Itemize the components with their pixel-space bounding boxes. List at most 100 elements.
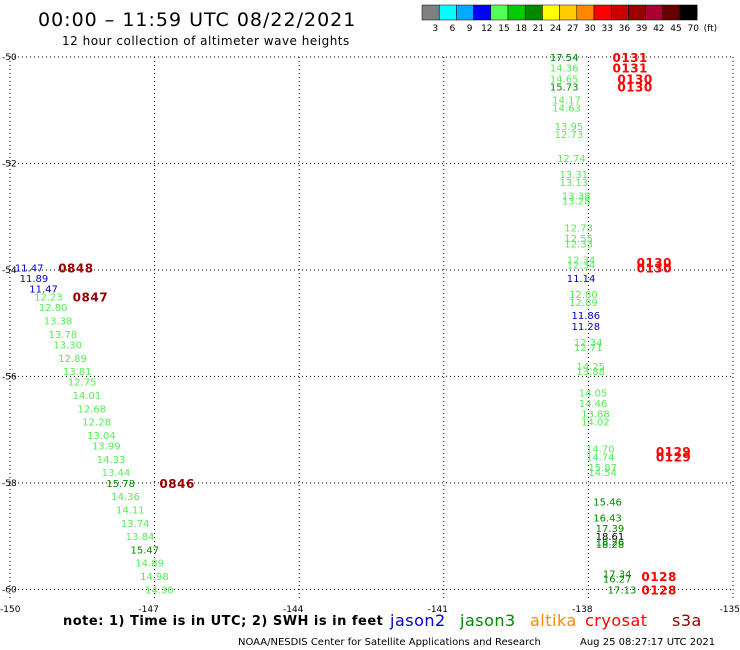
colorbar-label: (ft) (704, 24, 718, 34)
pass-time-label: 0130 (637, 261, 672, 275)
satellite-legend: jason2 jason3 altika cryosat s3a (389, 611, 701, 630)
wave-height-value: 12.33 (564, 239, 593, 250)
wave-height-value: 11.86 (572, 311, 601, 322)
pass-time-label: 0131 (613, 51, 648, 65)
colorbar-label: 9 (467, 24, 473, 34)
wave-height-value: 14.17 (552, 96, 581, 107)
wave-height-value: 17.39 (596, 524, 625, 535)
wave-height-value: 18.26 (596, 537, 625, 548)
wave-height-value: 14.54 (588, 468, 617, 479)
satellite-legend-jason3: jason3 (459, 611, 516, 630)
wave-height-value: 13.30 (53, 340, 82, 351)
pass-time-label: 0131 (613, 62, 648, 76)
wave-height-value: 12.34 (567, 261, 596, 272)
x-tick-label: -135 (720, 605, 740, 615)
y-axis-ticks: -50 -52 -54 -56 -58 -60 (2, 53, 17, 595)
pass-time-label: 0848 (58, 261, 93, 275)
wave-height-value: 14.63 (552, 104, 581, 115)
wave-height-value: 12.80 (39, 303, 68, 314)
wave-height-value: 14.01 (73, 391, 102, 402)
wave-height-value: 13.13 (559, 178, 588, 189)
wave-height-value: 17.54 (550, 53, 579, 64)
wave-height-value: 13.78 (49, 330, 78, 341)
colorbar-label: 70 (687, 24, 699, 34)
wave-height-value: 14.05 (579, 388, 608, 399)
colorbar-label: 24 (550, 24, 562, 34)
pass-time-label: 0130 (637, 256, 672, 270)
wave-height-value: 12.68 (77, 404, 106, 415)
satellite-legend-cryosat: cryosat (585, 611, 648, 630)
colorbar-label: 30 (584, 24, 596, 34)
colorbar-label: 21 (533, 24, 544, 34)
colorbar-swatch (610, 4, 629, 21)
x-tick-label: -150 (0, 605, 21, 615)
wave-height-value: 12.73 (555, 130, 584, 141)
y-tick-label: -60 (2, 585, 17, 595)
x-axis-ticks: -150 -147 -144 -141 -138 -135 (0, 605, 740, 615)
wave-height-value: 14.89 (135, 559, 164, 570)
y-tick-label: -56 (2, 372, 17, 382)
wave-height-value: 12.34 (574, 338, 603, 349)
wave-height-value: 11.47 (29, 285, 58, 296)
wave-height-value: 14.36 (550, 64, 579, 75)
colorbar-swatch (593, 4, 612, 21)
wave-height-value: 13.04 (87, 431, 116, 442)
y-tick-label: -54 (2, 266, 17, 276)
wave-height-value: 14.02 (581, 418, 610, 429)
wave-height-value: 15.46 (593, 498, 622, 509)
wave-height-value: 15.87 (588, 463, 617, 474)
pass-time-label: 0129 (656, 445, 691, 459)
wave-height-value: 14.98 (140, 572, 169, 583)
colorbar-swatch (456, 4, 474, 21)
colorbar-label: 12 (481, 24, 492, 34)
colorbar-swatch (524, 4, 543, 21)
x-tick-label: -138 (572, 605, 593, 615)
colorbar-label: 45 (670, 24, 681, 34)
wave-height-value: 11.28 (572, 322, 601, 333)
wave-height-value: 12.75 (68, 378, 97, 389)
wave-height-value: 16.43 (593, 513, 622, 524)
colorbar-swatch (576, 4, 595, 21)
wave-height-value: 14.74 (586, 452, 615, 463)
wave-height-value: 13.28 (562, 197, 591, 208)
colorbar-legend: 3 6 9 12 15 18 21 24 27 30 33 36 39 42 45 70 (ft) (421, 4, 718, 34)
grid-lines (9, 56, 734, 600)
colorbar-label: 27 (567, 24, 578, 34)
wave-height-value: 13.95 (555, 122, 584, 133)
colorbar-swatch (542, 4, 560, 21)
pass-time-label: 0129 (656, 450, 691, 464)
colorbar-label: 6 (450, 24, 456, 34)
wave-height-value: 15.78 (106, 479, 135, 490)
wave-height-value: 12.23 (34, 293, 63, 304)
colorbar-label: 39 (636, 24, 648, 34)
x-tick-label: -141 (428, 605, 448, 615)
wave-height-value: 12.80 (569, 290, 598, 301)
y-tick-label: -58 (2, 479, 17, 489)
wave-height-value: 14.30 (145, 585, 174, 596)
x-tick-label: -147 (138, 605, 158, 615)
wave-height-value: 15.47 (131, 545, 160, 556)
colorbar-label: 3 (432, 24, 438, 34)
pass-time-label: 0846 (159, 477, 194, 491)
y-tick-label: -52 (2, 159, 17, 169)
chart-title: 00:00 – 11:59 UTC 08/22/2021 (38, 9, 356, 31)
pass-time-label: 0847 (73, 291, 108, 305)
colorbar-label: 33 (601, 24, 612, 34)
wave-height-value: 13.84 (126, 532, 155, 543)
colorbar-label: 42 (653, 24, 664, 34)
colorbar-label: 36 (619, 24, 631, 34)
x-tick-label: -144 (283, 605, 304, 615)
wave-height-value: 12.89 (58, 354, 87, 365)
wave-height-value: 14.70 (586, 444, 615, 455)
wave-height-value: 13.38 (44, 317, 73, 328)
wave-height-value: 13.74 (121, 519, 150, 530)
satellite-legend-altika: altika (530, 611, 577, 630)
wave-height-value: 13.44 (102, 468, 131, 479)
colorbar-swatch (507, 4, 526, 21)
wave-height-value: 12.74 (557, 154, 586, 165)
wave-height-value: 13.31 (559, 170, 588, 181)
pass-time-label: 0128 (641, 583, 676, 597)
wave-height-value: 18.61 (596, 532, 625, 543)
